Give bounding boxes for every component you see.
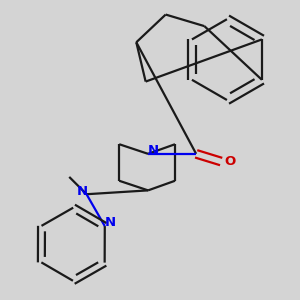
Text: N: N	[148, 143, 159, 157]
Text: O: O	[224, 155, 235, 168]
Text: N: N	[76, 185, 88, 198]
Text: N: N	[105, 217, 116, 230]
